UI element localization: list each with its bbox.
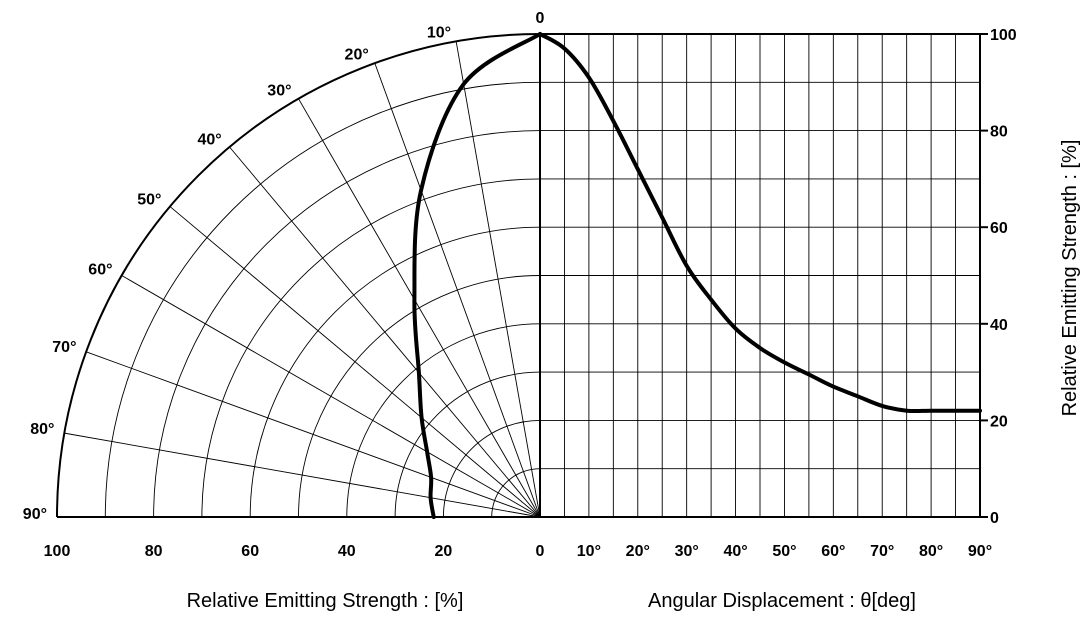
polar-ring — [104, 81, 541, 518]
r-tick-label: 20 — [435, 543, 453, 560]
x-tick-label: 60° — [821, 543, 845, 560]
r-tick-label: 100 — [44, 543, 71, 560]
polar-spoke — [64, 432, 541, 518]
polar-series-curve — [412, 32, 542, 519]
x-tick-label: 20° — [626, 543, 650, 560]
polar-spoke — [374, 62, 541, 518]
x-tick-label: 70° — [870, 543, 894, 560]
angle-tick-label: 30° — [267, 83, 291, 100]
y-tick-label: 0 — [990, 510, 999, 527]
r-tick-label: 80 — [145, 543, 163, 560]
polar-spoke — [169, 206, 541, 518]
polar-ring — [249, 226, 541, 518]
polar-ring — [298, 275, 541, 518]
data-curves — [412, 32, 982, 519]
angle-tick-label: 40° — [197, 131, 221, 148]
angle-tick-label: 60° — [88, 262, 112, 279]
x-tick-label: 30° — [675, 543, 699, 560]
polar-grid — [57, 41, 541, 518]
angle-tick-label: 80° — [30, 421, 54, 438]
polar-outer-arc — [56, 33, 541, 518]
angle-tick-label: 20° — [345, 46, 369, 63]
polar-ring — [394, 371, 541, 518]
x-tick-label: 10° — [577, 543, 601, 560]
polar-axis-title: Relative Emitting Strength : [%] — [187, 590, 464, 612]
x-tick-label: 50° — [772, 543, 796, 560]
y-tick-label: 100 — [990, 27, 1017, 44]
polar-spoke — [229, 146, 541, 518]
polar-ring — [201, 178, 541, 518]
polar-spoke — [455, 41, 541, 518]
y-tick-label: 60 — [990, 220, 1008, 237]
polar-ring — [442, 419, 541, 518]
polar-ring — [346, 323, 541, 518]
plot-frame — [56, 33, 988, 518]
angle-tick-label: 50° — [137, 192, 161, 209]
y-tick-label: 80 — [990, 124, 1008, 141]
polar-spoke — [298, 98, 541, 518]
r-tick-label: 40 — [338, 543, 356, 560]
y-axis-title: Relative Emitting Strength : [%] — [1059, 140, 1081, 417]
y-tick-label: 40 — [990, 317, 1008, 334]
tick-labels: 100 80 60 40 20 0 0 10° 20° 30° 40° 50° 60° 70° 80° 90°… — [23, 10, 1017, 560]
r-tick-label: 60 — [241, 543, 259, 560]
angle-tick-label: 70° — [52, 339, 76, 356]
polar-spoke — [85, 351, 541, 518]
x-tick-label: 90° — [968, 543, 992, 560]
angle-tick-label: 10° — [427, 24, 451, 41]
line-series-curve — [538, 32, 982, 414]
polar-ring — [491, 468, 541, 518]
r-tick-label: 0 — [536, 543, 545, 560]
rect-grid — [540, 34, 980, 517]
polar-spoke — [121, 275, 541, 518]
y-tick-label: 20 — [990, 413, 1008, 430]
x-axis-title: Angular Displacement : θ[deg] — [648, 590, 916, 612]
x-tick-label: 40° — [723, 543, 747, 560]
polar-ring — [153, 130, 541, 518]
angle-tick-label: 0 — [536, 10, 545, 27]
angle-tick-label: 90° — [23, 506, 47, 523]
x-tick-label: 80° — [919, 543, 943, 560]
